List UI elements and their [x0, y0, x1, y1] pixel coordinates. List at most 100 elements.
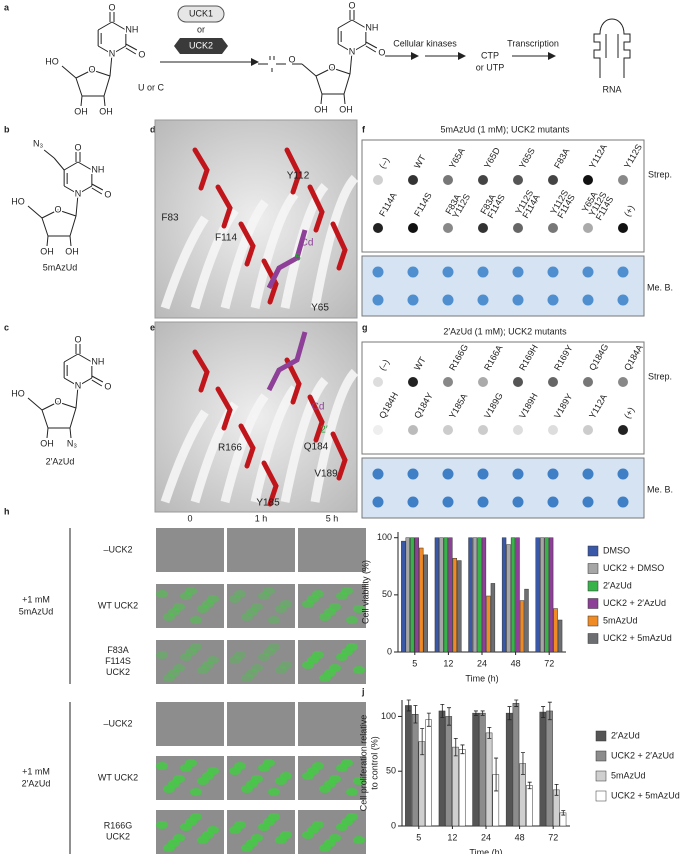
- bond: [111, 21, 127, 31]
- meb-dot: [442, 294, 454, 306]
- atom: HO: [11, 196, 25, 206]
- legend-label: UCK2 + 5mAzUd: [611, 790, 680, 800]
- atom: O: [104, 189, 111, 199]
- residue: [330, 431, 348, 481]
- atom: N₃: [67, 438, 77, 448]
- fluorescence: [180, 592, 192, 600]
- fluorescence: [173, 603, 185, 611]
- fluorescence: [241, 674, 253, 682]
- fluorescence: [275, 836, 287, 844]
- step-label: CTP: [481, 50, 499, 60]
- atom: O: [74, 334, 81, 344]
- bar: [423, 554, 428, 653]
- residue-label: 2′: [320, 425, 328, 436]
- bar: [515, 537, 520, 653]
- x-tick-label: 24: [477, 658, 487, 668]
- bar: [472, 712, 479, 827]
- bond: [27, 205, 43, 219]
- bond: [63, 353, 79, 363]
- fluorescence: [346, 788, 358, 796]
- legend-swatch: [587, 563, 599, 574]
- fluorescence: [346, 616, 358, 624]
- step-label: or UTP: [476, 62, 505, 72]
- strep-dot: [443, 425, 453, 435]
- bond: [69, 215, 77, 237]
- residue-label: F114: [215, 233, 237, 244]
- ribbon: [190, 207, 239, 310]
- bond: [57, 209, 77, 217]
- fluorescence: [163, 844, 175, 852]
- fluorescence: [258, 653, 270, 661]
- atom: N: [349, 46, 356, 56]
- bond: [75, 385, 79, 409]
- fluorescence: [202, 600, 214, 608]
- bond: [77, 377, 93, 387]
- micrograph: [156, 528, 224, 572]
- bar: [505, 712, 513, 827]
- error-bar: [473, 710, 478, 716]
- bond: [331, 67, 351, 75]
- bar: [486, 595, 491, 653]
- bond: [41, 409, 49, 429]
- micrograph: [156, 640, 224, 684]
- micrograph: [298, 702, 366, 746]
- rna-label: RNA: [602, 84, 621, 94]
- residue: [284, 357, 302, 405]
- row-label: WT UCK2: [98, 600, 138, 610]
- error-bar: [520, 752, 525, 775]
- error-bar: [494, 757, 499, 792]
- fluorescence: [185, 648, 197, 656]
- fluorescence: [268, 788, 280, 796]
- fluorescence: [241, 785, 253, 793]
- bond: [97, 45, 113, 55]
- atom: OH: [99, 106, 113, 116]
- treatment-label: +1 mM: [22, 766, 50, 776]
- fluorescence: [234, 651, 246, 659]
- bar: [477, 537, 482, 653]
- strep-label: Strep.: [648, 169, 672, 179]
- fluorescence: [229, 767, 241, 775]
- meb-dot: [372, 266, 384, 278]
- fluorescence: [156, 590, 168, 598]
- ribbon: [310, 174, 359, 309]
- y-axis-label: Cell viability (%): [360, 560, 370, 624]
- fluorescence: [163, 785, 175, 793]
- meb-dot: [617, 266, 629, 278]
- residue: [330, 221, 348, 271]
- fluorescence: [163, 674, 175, 682]
- bond: [77, 353, 93, 363]
- bond: [365, 45, 377, 53]
- meb-dot: [372, 468, 384, 480]
- fluorescence: [190, 788, 202, 796]
- fluorescence: [246, 608, 258, 616]
- strep-dot: [513, 425, 523, 435]
- meb-dot: [407, 266, 419, 278]
- bar: [448, 537, 453, 653]
- bar: [405, 705, 412, 827]
- atom: OH: [40, 246, 54, 256]
- bond: [125, 47, 137, 55]
- bar: [539, 537, 545, 653]
- fluorescence: [280, 600, 292, 608]
- x-tick-label: 48: [511, 658, 521, 668]
- row-label: WT UCK2: [98, 772, 138, 782]
- error-bar: [420, 728, 425, 756]
- bar: [512, 703, 520, 827]
- strep-dot: [513, 377, 523, 387]
- meb-dot: [617, 496, 629, 508]
- meb-dot: [442, 468, 454, 480]
- bond: [103, 75, 111, 97]
- atom: N: [109, 48, 116, 58]
- strep-membrane: [361, 341, 645, 455]
- x-tick-label: 5: [412, 658, 417, 668]
- treatment-label: 2′AzUd: [22, 778, 51, 788]
- x-tick-label: 72: [548, 832, 558, 842]
- fluorescence: [173, 664, 185, 672]
- atom: OH: [74, 106, 88, 116]
- error-bar: [413, 705, 418, 724]
- treatment-label: +1 mM: [22, 594, 50, 604]
- atom: HO: [45, 56, 59, 66]
- bar: [438, 710, 446, 827]
- fluorescence: [207, 656, 219, 664]
- y-tick-label: 0: [387, 646, 392, 656]
